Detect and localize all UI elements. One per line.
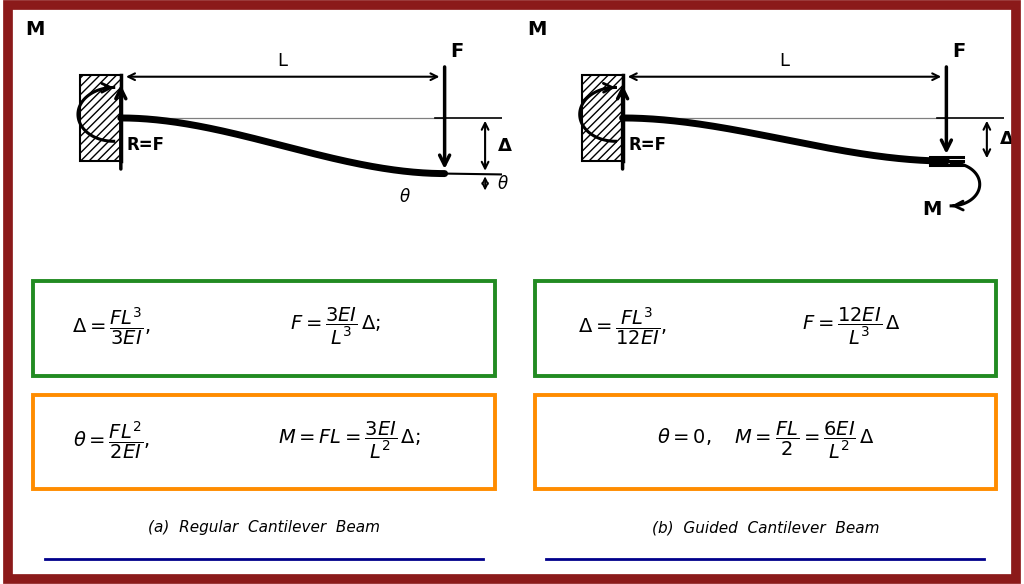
Text: $F = \dfrac{12EI}{L^3}\,\Delta$: $F = \dfrac{12EI}{L^3}\,\Delta$ (802, 305, 900, 347)
Text: $F = \dfrac{3EI}{L^3}\,\Delta;$: $F = \dfrac{3EI}{L^3}\,\Delta;$ (290, 305, 381, 347)
Text: $\theta = \dfrac{FL^2}{2EI},$: $\theta = \dfrac{FL^2}{2EI},$ (73, 419, 150, 461)
Text: M: M (923, 200, 942, 219)
Text: L: L (779, 52, 790, 70)
Text: L: L (278, 52, 288, 70)
Text: F: F (451, 42, 464, 61)
Text: $\mathbf{\Delta}$: $\mathbf{\Delta}$ (998, 130, 1015, 148)
Text: $\mathbf{\Delta}$: $\mathbf{\Delta}$ (497, 137, 513, 155)
Text: M: M (527, 20, 547, 40)
Text: (b)  Guided  Cantilever  Beam: (b) Guided Cantilever Beam (651, 520, 880, 536)
Text: $\theta$: $\theta$ (497, 175, 509, 193)
Bar (582, 75, 623, 161)
Bar (80, 75, 121, 161)
Text: F: F (952, 42, 966, 61)
Text: $\theta = 0, \quad M = \dfrac{FL}{2} = \dfrac{6EI}{L^2}\,\Delta$: $\theta = 0, \quad M = \dfrac{FL}{2} = \… (656, 419, 874, 461)
Text: $M = FL = \dfrac{3EI}{L^2}\,\Delta;$: $M = FL = \dfrac{3EI}{L^2}\,\Delta;$ (279, 419, 421, 461)
Text: $\theta$: $\theta$ (399, 188, 412, 206)
Text: M: M (26, 20, 45, 40)
Text: (a)  Regular  Cantilever  Beam: (a) Regular Cantilever Beam (147, 520, 380, 536)
Text: $\Delta = \dfrac{FL^3}{12EI},$: $\Delta = \dfrac{FL^3}{12EI},$ (579, 305, 667, 347)
Text: R=F: R=F (629, 136, 667, 154)
Text: $\Delta = \dfrac{FL^3}{3EI},$: $\Delta = \dfrac{FL^3}{3EI},$ (72, 305, 151, 347)
Text: R=F: R=F (127, 136, 165, 154)
